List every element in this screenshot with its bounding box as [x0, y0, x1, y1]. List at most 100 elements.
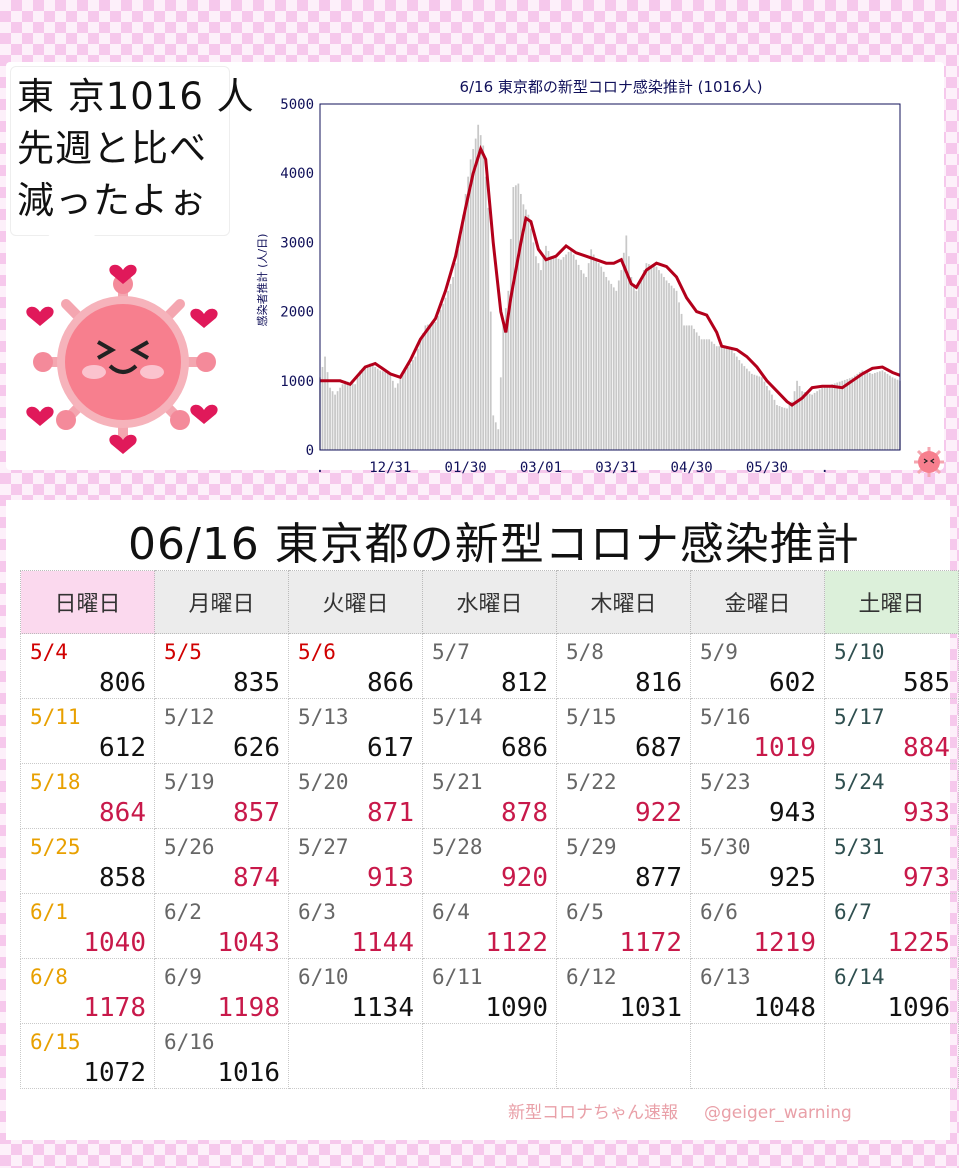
- cell-date: 5/17: [834, 705, 885, 729]
- chart-bar: [550, 256, 552, 450]
- speech-bubble: 東 京1016 人 先週と比べ 減ったよぉ: [10, 66, 254, 236]
- calendar-cell: 5/21 878: [422, 763, 557, 829]
- chart-bar: [783, 407, 786, 450]
- cell-value: 1043: [217, 928, 280, 958]
- chart-bar: [836, 382, 839, 450]
- chart-bar: [577, 264, 580, 450]
- chart-bar: [889, 375, 891, 450]
- chart-bar: [843, 379, 846, 450]
- cell-date: 5/4: [30, 640, 68, 664]
- calendar-cell: 6/8 1178: [20, 958, 155, 1024]
- chart-bar: [683, 325, 685, 450]
- chart-bar: [612, 287, 615, 450]
- chart-bar: [851, 377, 854, 450]
- chart-bar: [457, 249, 459, 450]
- cell-date: 5/16: [700, 705, 751, 729]
- chart-bar: [879, 371, 881, 450]
- chart-bar: [535, 256, 537, 450]
- cell-date: 5/5: [164, 640, 202, 664]
- chart-bar: [374, 366, 377, 450]
- chart-bar: [610, 283, 613, 450]
- cell-date: 6/5: [566, 900, 604, 924]
- chart-ylabel: 感染者推計 (人/日): [255, 234, 269, 327]
- chart-bar: [821, 387, 824, 450]
- cell-value: 913: [367, 863, 414, 893]
- chart-bar: [803, 392, 806, 450]
- chart-bar: [705, 339, 708, 450]
- chart-bar: [399, 379, 402, 450]
- chart-bar: [477, 124, 480, 450]
- cell-date: 6/9: [164, 965, 202, 989]
- weekday-header: 土曜日: [824, 570, 959, 634]
- calendar-cell: 6/4 1122: [422, 893, 557, 959]
- calendar-cell: 5/24 933: [824, 763, 959, 829]
- chart-bar: [502, 325, 505, 450]
- chart-bar: [439, 309, 442, 450]
- calendar-cell: 5/7 812: [422, 633, 557, 699]
- chart-bar: [590, 249, 593, 450]
- chart-bar: [761, 377, 763, 450]
- chart-bar: [361, 368, 364, 450]
- chart-bar: [389, 373, 392, 450]
- chart-bar: [557, 258, 560, 450]
- chart-bar: [645, 263, 648, 450]
- chart-bar: [371, 365, 374, 450]
- chart-bar: [858, 372, 861, 450]
- chart-bar: [555, 257, 557, 450]
- chart-bar: [700, 339, 703, 450]
- chart-bar: [321, 366, 324, 450]
- chart-bar: [552, 257, 555, 450]
- weekday-header: 日曜日: [20, 570, 155, 634]
- chart-bar: [522, 204, 525, 450]
- footer-brand: 新型コロナちゃん速報: [508, 1103, 678, 1123]
- chart-bar: [766, 385, 768, 450]
- cell-value: 602: [769, 668, 816, 698]
- cell-value: 1040: [83, 928, 146, 958]
- cell-value: 877: [635, 863, 682, 893]
- footer-handle: @geiger_warning: [704, 1103, 852, 1123]
- cell-date: 5/12: [164, 705, 215, 729]
- chart-bar: [648, 264, 650, 450]
- bubble-line-2: 先週と比べ: [17, 127, 207, 170]
- chart-bar: [708, 339, 711, 450]
- chart-xtick-label: 12/31: [369, 460, 411, 476]
- cell-value: 617: [367, 733, 414, 763]
- cell-date: 5/14: [432, 705, 483, 729]
- calendar-cell: 6/3 1144: [288, 893, 423, 959]
- cell-date: 5/18: [30, 770, 81, 794]
- chart-bars: [319, 124, 901, 451]
- chart-bar: [429, 323, 432, 450]
- cell-value: 806: [99, 668, 146, 698]
- virus-mascot-icon: [26, 264, 218, 454]
- chart-bar: [745, 368, 748, 450]
- chart-bar: [379, 370, 382, 450]
- chart-bar: [881, 370, 884, 450]
- chart-bar: [600, 266, 603, 450]
- infection-chart: 6/16 東京都の新型コロナ感染推計 (1016人) 感染者推計 (人/日) 0…: [255, 78, 901, 476]
- chart-bar: [509, 238, 512, 450]
- chart-bar: [582, 273, 585, 450]
- chart-bar: [595, 259, 598, 450]
- cell-date: 5/25: [30, 835, 81, 859]
- chart-bar: [778, 406, 781, 450]
- chart-bar: [848, 378, 851, 450]
- cell-date: 5/9: [700, 640, 738, 664]
- chart-bar: [806, 392, 808, 450]
- chart-bar: [452, 277, 454, 450]
- cell-value: 1072: [83, 1058, 146, 1088]
- chart-bar: [693, 328, 695, 450]
- chart-bar: [339, 387, 341, 450]
- chart-xtick-label: 03/01: [520, 460, 562, 476]
- chart-bar: [575, 259, 577, 450]
- chart-bar: [735, 356, 738, 450]
- chart-ylabel-text: 感染者推計 (人/日): [255, 234, 269, 327]
- chart-bar: [514, 185, 517, 450]
- chart-bar: [519, 193, 522, 450]
- footer: 新型コロナちゃん速報 @geiger_warning: [508, 1098, 878, 1123]
- chart-ytick-label: 4000: [280, 166, 314, 182]
- chart-bar: [833, 383, 836, 450]
- chart-bar: [753, 374, 756, 450]
- chart-ticks: 0 1000 2000 3000 4000 5000. 12/31 01/30 03/01 03/…: [280, 97, 829, 476]
- chart-bar: [828, 385, 831, 451]
- chart-bar: [758, 376, 761, 450]
